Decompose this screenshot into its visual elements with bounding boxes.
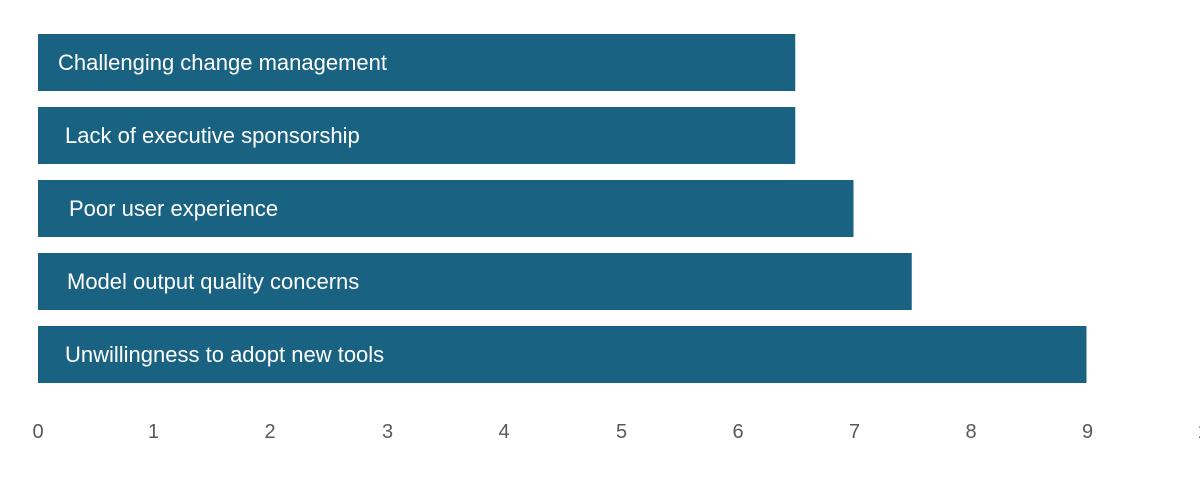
x-tick-label-6: 6	[732, 421, 743, 443]
x-tick-label-9: 9	[1082, 421, 1093, 443]
bars	[38, 34, 1087, 383]
bar-label-1: Challenging change management	[58, 50, 387, 75]
bar-4	[38, 253, 912, 310]
bar-label-5: Unwillingness to adopt new tools	[65, 342, 384, 367]
x-tick-label-8: 8	[965, 421, 976, 443]
x-tick-label-1: 1	[148, 421, 159, 443]
bar-3	[38, 180, 854, 237]
bar-label-2: Lack of executive sponsorship	[65, 123, 360, 148]
bar-1	[38, 34, 796, 91]
x-tick-label-2: 2	[264, 421, 275, 443]
x-tick-label-5: 5	[616, 421, 627, 443]
bar-labels: Challenging change management Lack of exe…	[58, 50, 387, 367]
x-tick-label-7: 7	[849, 421, 860, 443]
x-axis-tick-labels: 0 1 2 3 4 5 6 7 8 9 1	[32, 421, 1200, 443]
x-tick-label-4: 4	[498, 421, 509, 443]
bar-5	[38, 326, 1087, 383]
x-tick-label-3: 3	[382, 421, 393, 443]
bar-2	[38, 107, 796, 164]
bar-label-4: Model output quality concerns	[67, 269, 359, 294]
x-tick-label-0: 0	[32, 421, 43, 443]
x-tick-label-10: 1	[1197, 421, 1200, 443]
bar-label-3: Poor user experience	[69, 196, 278, 221]
